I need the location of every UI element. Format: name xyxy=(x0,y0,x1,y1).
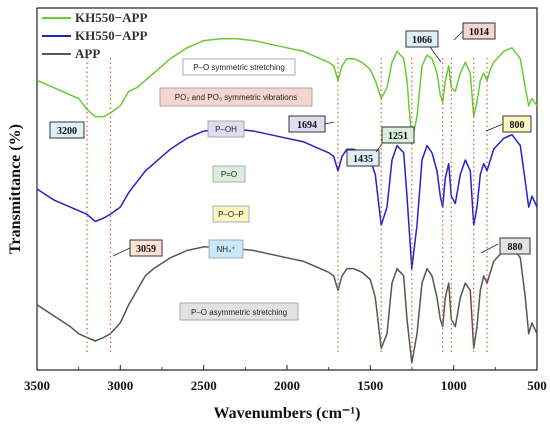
x-tick-label-1000: 1000 xyxy=(441,378,467,393)
x-axis: 3500 3000 2500 2000 1500 1000 500 xyxy=(24,365,547,393)
peak-label-1014-text: 1014 xyxy=(469,27,489,38)
peak-label-1694: 1694 xyxy=(288,115,326,133)
peak-label-1435-text: 1435 xyxy=(353,154,373,165)
peak-label-3200-text: 3200 xyxy=(57,126,77,137)
connector-1435 xyxy=(375,143,383,153)
annotation-nh4-text: NH₄⁺ xyxy=(216,245,235,254)
annotation-po2-po3: PO₂ and PO₃ symmetric vibrations xyxy=(159,87,313,107)
peak-label-1014: 1014 xyxy=(462,22,496,40)
connector-1694 xyxy=(324,121,335,125)
x-tick-label-2500: 2500 xyxy=(191,378,217,393)
connector-1066 xyxy=(429,46,442,63)
annotation-p-o-asymmetric: P–O asymmetric stretching xyxy=(179,302,299,321)
legend-item-kh550-app-green: KH550−APP xyxy=(42,10,147,25)
annotation-p-o-symmetric-text: P–O symmetric stretching xyxy=(193,63,285,72)
legend-label-kh550-app-green: KH550−APP xyxy=(75,10,147,25)
legend: KH550−APP KH550−APP APP xyxy=(42,10,147,61)
annotation-p-o-asymmetric-text: P–O asymmetric stretching xyxy=(191,308,287,317)
series-line-3 xyxy=(36,246,538,364)
peak-label-1066-text: 1066 xyxy=(412,35,432,46)
peak-label-3059-text: 3059 xyxy=(136,244,156,255)
x-tick-label-3000: 3000 xyxy=(107,378,133,393)
peak-label-3200: 3200 xyxy=(49,121,85,139)
peak-label-800: 800 xyxy=(502,115,532,133)
peak-label-1435: 1435 xyxy=(346,149,380,167)
annotation-p-eq-o-text: P=O xyxy=(221,170,237,179)
peak-label-880: 880 xyxy=(499,237,531,255)
annotation-p-o-p: P–O–P xyxy=(212,205,250,223)
annotation-p-o-p-text: P–O–P xyxy=(218,210,244,219)
legend-label-app: APP xyxy=(75,46,100,61)
annotation-nh4: NH₄⁺ xyxy=(208,239,244,259)
connector-1014 xyxy=(453,30,464,41)
peak-label-1694-text: 1694 xyxy=(297,120,317,131)
series-line-1 xyxy=(36,38,538,143)
x-tick-label-3500: 3500 xyxy=(24,378,50,393)
peak-label-3059: 3059 xyxy=(129,239,163,257)
x-tick-label-2000: 2000 xyxy=(274,378,300,393)
series-layer xyxy=(36,38,538,364)
connector-800 xyxy=(485,123,504,132)
legend-item-app: APP xyxy=(42,46,100,61)
legend-item-kh550-app-blue: KH550−APP xyxy=(42,28,147,43)
x-axis-title: Wavenumbers (cm⁻¹) xyxy=(214,405,361,422)
y-axis-title: Transmittance (%) xyxy=(7,124,24,254)
connector-3059 xyxy=(112,247,131,257)
annotation-p-eq-o: P=O xyxy=(212,165,246,183)
annotation-p-o-symmetric: P–O symmetric stretching xyxy=(182,58,296,76)
x-tick-label-500: 500 xyxy=(527,378,547,393)
peak-label-1251-text: 1251 xyxy=(388,131,408,142)
peak-label-1251: 1251 xyxy=(381,126,415,144)
legend-label-kh550-app-blue: KH550−APP xyxy=(75,28,147,43)
annotation-po2-po3-text: PO₂ and PO₃ symmetric vibrations xyxy=(175,93,297,102)
annotation-p-oh-text: P–OH xyxy=(215,125,237,134)
annotation-p-oh: P–OH xyxy=(207,120,245,138)
series-line-2 xyxy=(36,128,538,270)
peak-label-800-text: 800 xyxy=(510,120,525,131)
peak-label-1066: 1066 xyxy=(405,30,439,48)
x-tick-label-1500: 1500 xyxy=(357,378,383,393)
connector-880 xyxy=(480,243,499,254)
peak-label-880-text: 880 xyxy=(508,242,523,253)
